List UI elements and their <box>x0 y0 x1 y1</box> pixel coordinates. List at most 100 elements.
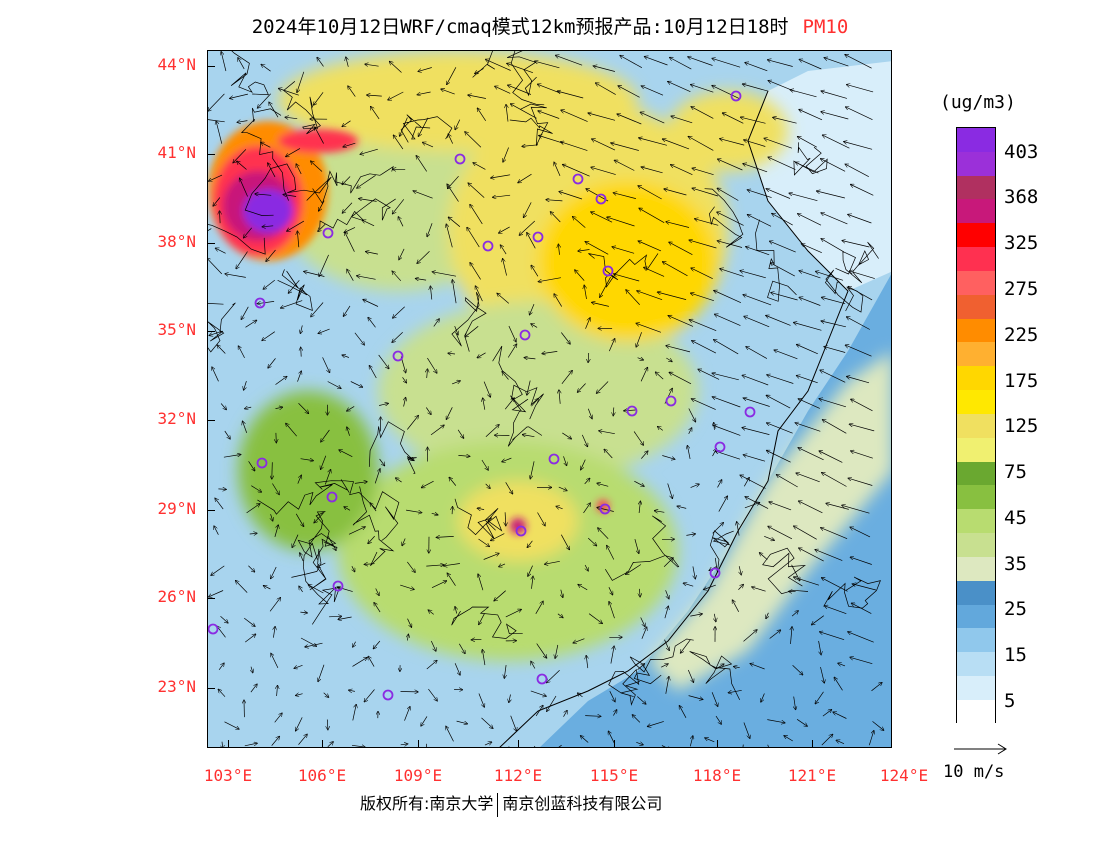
wind-arrow <box>367 95 382 96</box>
wind-arrow <box>821 528 848 540</box>
wind-arrow <box>752 587 766 592</box>
wind-arrow <box>359 199 377 202</box>
wind-arrow <box>375 588 379 596</box>
wind-arrow <box>845 55 872 69</box>
wind-arrow <box>266 249 276 261</box>
wind-arrow <box>433 319 439 327</box>
wind-arrow <box>322 357 330 372</box>
lat-tick <box>207 598 215 599</box>
wind-arrow <box>592 302 609 307</box>
wind-arrow <box>343 305 351 316</box>
wind-arrow <box>640 112 665 124</box>
wind-arrow <box>400 584 414 589</box>
lon-label: 121°E <box>787 766 837 785</box>
wind-arrow <box>611 143 639 151</box>
wind-arrow <box>467 228 480 248</box>
wind-arrow <box>637 358 644 360</box>
wind-arrow <box>734 667 740 668</box>
lat-label: 32°N <box>157 409 196 428</box>
wind-arrow <box>428 610 434 615</box>
border-line <box>629 638 694 685</box>
wind-arrow <box>318 223 326 231</box>
wind-arrow <box>216 248 226 254</box>
wind-arrow <box>436 536 454 537</box>
wind-arrow <box>343 142 356 147</box>
wind-arrow <box>798 214 822 226</box>
wind-arrow <box>455 607 457 614</box>
wind-arrow <box>407 416 418 430</box>
wind-arrow <box>613 407 614 416</box>
wind-arrow <box>300 612 307 613</box>
wind-arrow <box>298 403 309 413</box>
wind-arrow <box>658 427 664 431</box>
wind-arrow <box>664 189 687 196</box>
wind-arrow <box>714 426 741 436</box>
wind-arrow <box>636 332 642 347</box>
wind-arrow <box>820 370 846 383</box>
wind-arrow <box>607 217 635 227</box>
forecast-map <box>207 50 892 748</box>
wind-arrow <box>815 550 843 561</box>
wind-arrow <box>237 161 247 170</box>
wind-arrow <box>669 242 693 256</box>
wind-arrow <box>743 478 749 487</box>
wind-arrow <box>664 639 670 651</box>
wind-arrow <box>836 740 845 745</box>
wind-arrow <box>604 449 613 459</box>
city-marker <box>515 525 527 537</box>
wind-arrow <box>613 193 636 199</box>
wind-arrow <box>211 565 225 575</box>
map-canvas <box>208 51 891 747</box>
border-line <box>312 165 394 205</box>
colorbar-segment <box>957 390 995 414</box>
wind-arrow <box>637 291 663 301</box>
wind-arrow <box>286 423 297 437</box>
wind-arrow <box>483 381 490 397</box>
wind-arrow <box>790 90 817 98</box>
wind-arrow <box>639 138 667 146</box>
city-marker <box>482 240 494 252</box>
lon-tick <box>518 740 519 748</box>
wind-arrow <box>471 639 482 640</box>
wind-arrow <box>547 670 560 682</box>
wind-arrow <box>244 743 257 747</box>
chart-title: 2024年10月12日WRF/cmaq模式12km预报产品:10月12日18时 P… <box>0 12 1100 39</box>
border-line <box>704 188 744 248</box>
wind-arrow <box>671 116 693 124</box>
wind-arrow <box>363 300 379 307</box>
wind-arrow <box>473 163 486 170</box>
wind-arrow <box>732 600 740 612</box>
wind-arrow <box>578 383 586 393</box>
wind-arrow <box>739 566 741 575</box>
border-line <box>319 198 396 230</box>
city-marker <box>595 193 607 205</box>
wind-arrow <box>357 276 376 280</box>
wind-arrow <box>641 627 647 639</box>
wind-arrow <box>717 241 743 248</box>
wind-arrow <box>209 590 224 597</box>
wind-arrow <box>478 574 484 591</box>
wind-arrow <box>347 269 354 281</box>
border-line <box>588 253 659 288</box>
wind-arrow <box>789 193 818 202</box>
wind-arrow <box>271 566 277 579</box>
wind-arrow <box>214 526 219 535</box>
wind-arrow <box>640 617 645 627</box>
wind-arrow <box>511 104 537 119</box>
wind-arrow <box>393 135 404 150</box>
wind-arrow <box>764 535 774 540</box>
colorbar-segment <box>957 461 995 486</box>
wind-arrow <box>508 325 516 342</box>
city-marker <box>665 395 677 407</box>
wind-arrow <box>298 734 308 745</box>
wind-arrow <box>497 293 510 304</box>
wind-arrow <box>217 626 226 638</box>
wind-arrow <box>503 259 507 276</box>
wind-arrow <box>299 586 303 593</box>
wind-arrow <box>271 736 280 746</box>
border-line <box>277 269 313 312</box>
wind-arrow <box>689 736 693 747</box>
wind-arrow <box>413 191 433 199</box>
wind-arrow <box>639 208 665 224</box>
wind-arrow <box>690 614 702 616</box>
